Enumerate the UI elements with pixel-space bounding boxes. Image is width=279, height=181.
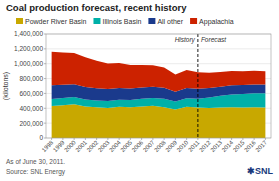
x-tick-label: 2017 — [254, 139, 268, 153]
legend-label: Illinois Basin — [102, 18, 141, 25]
x-tick — [85, 138, 86, 140]
x-tick — [62, 138, 63, 140]
legend: Powder River Basin Illinois Basin All othe… — [16, 18, 234, 26]
logo: ✱SNL — [247, 166, 274, 176]
y-axis: 0 200,000 400,000 600,000 800,000 1,000,000 1,… — [14, 30, 271, 141]
legend-label: Appalachia — [199, 18, 234, 26]
legend-label: Powder River Basin — [25, 18, 87, 25]
y-tick-label: 1,200,000 — [14, 45, 43, 52]
y-tick-label: 1,000,000 — [14, 60, 43, 67]
y-axis-label: (kilotons) — [2, 72, 10, 100]
y-tick-label: 400,000 — [20, 105, 44, 112]
y-tick-label: 600,000 — [20, 90, 44, 97]
x-tick — [107, 138, 108, 140]
legend-swatch — [16, 18, 23, 24]
y-tick-label: 200,000 — [20, 120, 44, 127]
annotation: Forecast — [201, 36, 227, 43]
title: Coal production forecast, recent history — [6, 2, 187, 13]
y-tick-label: 800,000 — [20, 75, 44, 82]
x-tick — [220, 138, 221, 140]
x-tick — [96, 138, 97, 140]
footer-note: As of June 30, 2011. — [6, 158, 65, 165]
legend-swatch — [190, 18, 197, 24]
x-tick — [119, 138, 120, 140]
x-tick — [141, 138, 142, 140]
legend-swatch — [93, 18, 100, 24]
x-tick — [175, 138, 176, 140]
legend-label: All other — [157, 18, 183, 25]
x-tick — [197, 138, 198, 140]
chart: Coal production forecast, recent history… — [0, 0, 279, 181]
area — [52, 52, 266, 92]
plot-frame — [46, 34, 271, 138]
annotation: History — [175, 36, 196, 44]
x-tick — [152, 138, 153, 140]
y-tick-label: 1,400,000 — [14, 30, 43, 37]
x-tick — [231, 138, 232, 140]
x-tick — [265, 138, 266, 140]
x-tick — [209, 138, 210, 140]
x-axis: 1998199920002001200220032004200520062007… — [41, 138, 269, 153]
forecast-line — [197, 34, 198, 138]
areas — [52, 34, 266, 138]
area — [52, 104, 266, 138]
grid-line — [46, 48, 271, 49]
legend-swatch — [148, 18, 155, 24]
y-tick-label: 0 — [39, 134, 43, 141]
x-tick — [254, 138, 255, 140]
x-tick-label: 2010 — [176, 139, 190, 153]
x-tick — [51, 138, 52, 140]
x-tick — [164, 138, 165, 140]
x-tick — [74, 138, 75, 140]
x-tick — [130, 138, 131, 140]
x-tick — [186, 138, 187, 140]
x-tick — [242, 138, 243, 140]
footer-note: Source: SNL Energy — [6, 168, 66, 176]
